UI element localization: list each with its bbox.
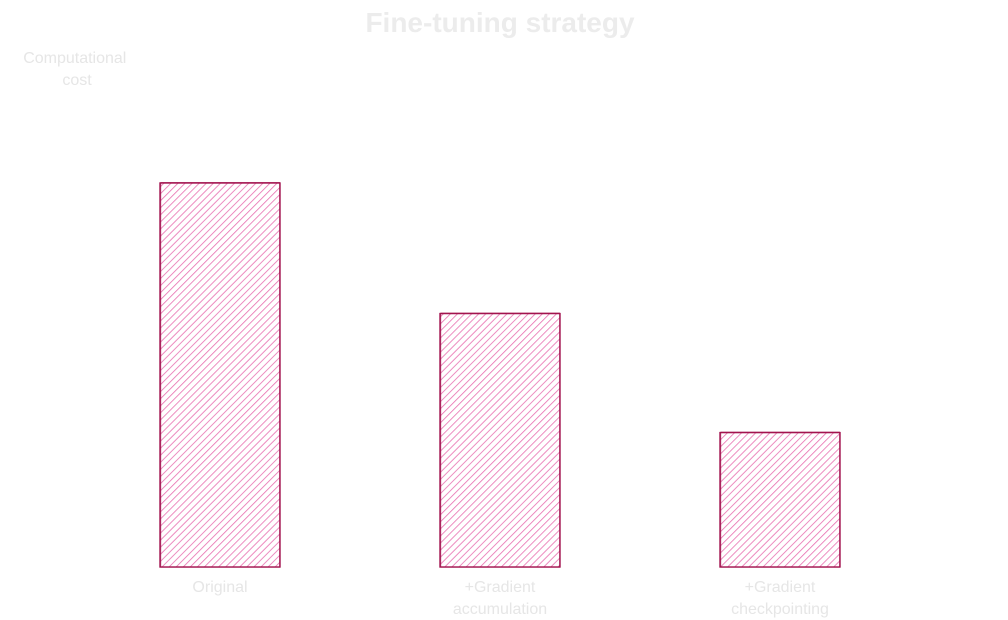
x-tick-label-3-line-2: checkpointing bbox=[731, 601, 829, 618]
bar-3-sketch-outline bbox=[720, 431, 840, 568]
bar-3 bbox=[719, 431, 841, 568]
x-tick-label-2-line-2: accumulation bbox=[453, 601, 547, 618]
bar-2-sketch-outline bbox=[440, 312, 560, 568]
y-axis-label: Computational cost bbox=[23, 50, 131, 89]
x-tick-label-1: Original bbox=[192, 579, 247, 596]
x-tick-label-3-line-1: +Gradient bbox=[745, 579, 816, 596]
x-tick-label-2-line-1: +Gradient bbox=[465, 579, 536, 596]
bar-1 bbox=[159, 182, 281, 568]
x-tick-label-1-line-1: Original bbox=[192, 579, 247, 596]
y-axis-label-line-1: Computational bbox=[23, 50, 126, 67]
bar-2 bbox=[439, 312, 561, 568]
bars-group bbox=[159, 181, 841, 568]
y-axis-label-line-2: cost bbox=[62, 72, 92, 89]
x-tick-label-3: +Gradient checkpointing bbox=[731, 579, 829, 618]
bar-1-sketch-outline bbox=[160, 181, 281, 568]
chart-title: Fine-tuning strategy bbox=[365, 7, 635, 38]
x-tick-labels: Original +Gradient accumulation +Gradient ch… bbox=[192, 579, 828, 618]
x-tick-label-2: +Gradient accumulation bbox=[453, 579, 547, 618]
